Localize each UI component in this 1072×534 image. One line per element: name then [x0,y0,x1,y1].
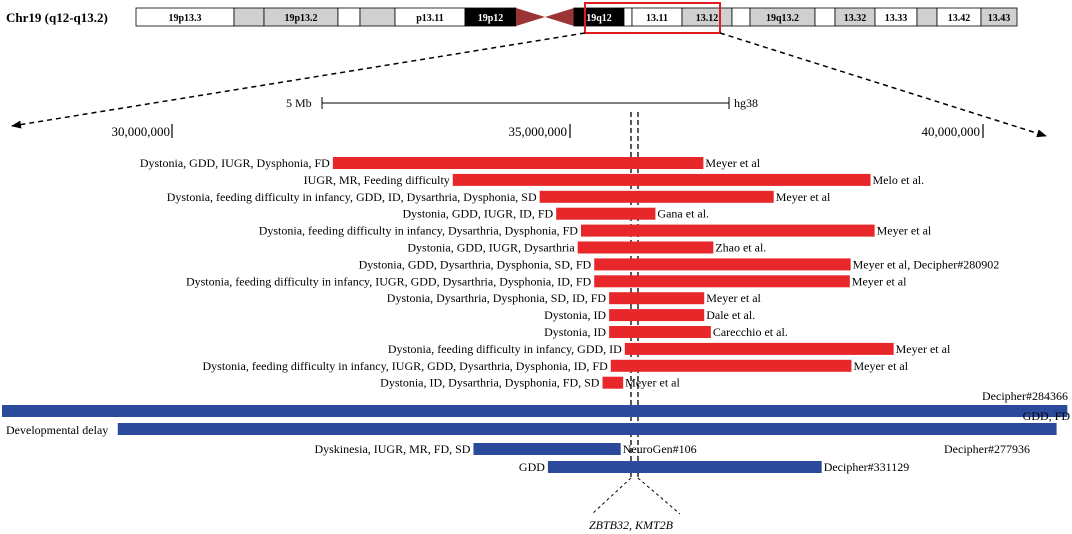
deletion-bar [624,342,894,355]
zoom-line-right [719,32,1047,138]
duplication-bar [547,461,822,473]
band-label: 13.12 [696,13,719,24]
deletion-bar [577,241,714,254]
duplication-reference-label: Decipher#284366 [982,389,1068,403]
deletion-bar [580,224,875,237]
deletion-reference-label: Meyer et al [706,291,761,305]
deletion-reference-label: Melo et al. [872,173,924,187]
band-label: 13.43 [988,13,1011,24]
chromosome-band [337,7,361,27]
deletion-phenotype-label: Dystonia, GDD, IUGR, ID, FD [403,207,554,221]
chromosome-band [731,7,751,27]
band-label: 13.33 [885,13,908,24]
deletion-phenotype-label: Dystonia, Dysarthria, Dysphonia, SD, ID,… [387,291,607,305]
deletion-phenotype-label: Dystonia, feeding difficulty in infancy,… [167,190,537,204]
duplication-phenotype-label: GDD, FD [1023,409,1071,423]
band-label: 19p12 [478,13,504,24]
band-label: 13.32 [844,13,867,24]
deletion-bar [594,258,851,271]
deletion-bar [602,376,624,389]
deletion-phenotype-label: Dystonia, feeding difficulty in infancy,… [186,274,592,288]
cnv-bars: Dystonia, GDD, IUGR, Dysphonia, FD Meyer … [2,156,1070,474]
deletion-bar [452,173,871,186]
deletion-phenotype-label: Dystonia, GDD, IUGR, Dysphonia, FD [140,156,330,170]
deletion-phenotype-label: Dystonia, feeding difficulty in infancy,… [259,224,579,238]
deletion-reference-label: Meyer et al [776,190,831,204]
deletion-reference-label: Meyer et al [877,224,932,238]
axis-tick-label: 40,000,000 [922,124,981,139]
deletion-reference-label: Carecchio et al. [713,325,788,339]
deletion-reference-label: Zhao et al. [715,241,766,255]
axis-tick-label: 35,000,000 [509,124,568,139]
genome-axis: 30,000,000 35,000,000 40,000,000 [112,124,984,139]
deletion-bar [594,275,850,288]
deletion-reference-label: Meyer et al [625,376,680,390]
deletion-phenotype-label: Dystonia, ID [544,325,606,339]
band-label: p13.11 [416,13,444,24]
deletion-reference-label: Gana et al. [657,207,709,221]
deletion-phenotype-label: Dystonia, ID, Dysarthria, Dysphonia, FD,… [380,376,600,390]
deletion-reference-label: Meyer et al [896,342,951,356]
duplication-bar [117,423,1057,435]
deletion-bar [332,157,704,169]
chromosome-title: Chr19 (q12-q13.2) [6,10,108,25]
band-label: 19p13.2 [284,13,317,24]
band-label: 13.42 [948,13,971,24]
duplication-phenotype-label: GDD [519,460,545,474]
deletion-phenotype-label: IUGR, MR, Feeding difficulty [304,173,450,187]
duplication-reference-label: NeuroGen#106 [623,442,697,456]
deletion-phenotype-label: Dystonia, GDD, Dysarthria, Dysphonia, SD… [359,257,592,271]
axis-tick-label: 30,000,000 [112,124,171,139]
assembly-label: hg38 [734,96,758,110]
band-label: 19q13.2 [766,13,799,24]
zoom-line-left [11,32,586,129]
duplication-reference-label: Decipher#277936 [944,442,1030,456]
centromere [516,8,574,26]
band-label: 13.11 [646,13,668,24]
chromosome-band [814,7,836,27]
deletion-reference-label: Dale et al. [706,308,755,322]
deletion-reference-label: Meyer et al [853,359,908,373]
deletion-phenotype-label: Dystonia, feeding difficulty in infancy,… [203,359,609,373]
chromosome-band [623,7,633,27]
deletion-reference-label: Meyer et al, Decipher#280902 [853,257,1000,271]
gene-names-label: ZBTB32, KMT2B [589,518,674,532]
duplication-phenotype-label: Dyskinesia, IUGR, MR, FD, SD [314,442,470,456]
chromosome-band [359,7,396,27]
deletion-bar [609,309,705,322]
scale-label: 5 Mb [286,96,312,110]
deletion-phenotype-label: Dystonia, GDD, IUGR, Dysarthria [407,241,575,255]
duplication-reference-label: Decipher#331129 [824,460,910,474]
duplication-bar [473,443,621,455]
deletion-bar [609,292,705,305]
scale-bar: 5 Mb hg38 [286,96,758,110]
chromosome-ideogram: 19p13.3 19p13.2 p13.11 19p12 19q12 13.11 13.12… [135,7,1018,27]
deletion-bar [539,190,774,203]
deletion-bar [556,207,656,220]
chromosome-band [233,7,265,27]
deletion-bar [610,359,852,372]
deletion-phenotype-label: Dystonia, ID [544,308,606,322]
deletion-bar [609,326,711,338]
duplication-phenotype-label: Developmental delay [6,423,108,437]
deletion-phenotype-label: Dystonia, feeding difficulty in infancy,… [388,342,622,356]
chromosome-band [980,7,1018,27]
deletion-reference-label: Meyer et al [705,156,760,170]
band-label: 19q12 [586,13,612,24]
chromosome-band [916,7,938,27]
region-highlight-box [584,2,721,34]
deletion-reference-label: Meyer et al [852,274,907,288]
band-label: 19p13.3 [168,13,201,24]
duplication-bar [2,405,1068,417]
